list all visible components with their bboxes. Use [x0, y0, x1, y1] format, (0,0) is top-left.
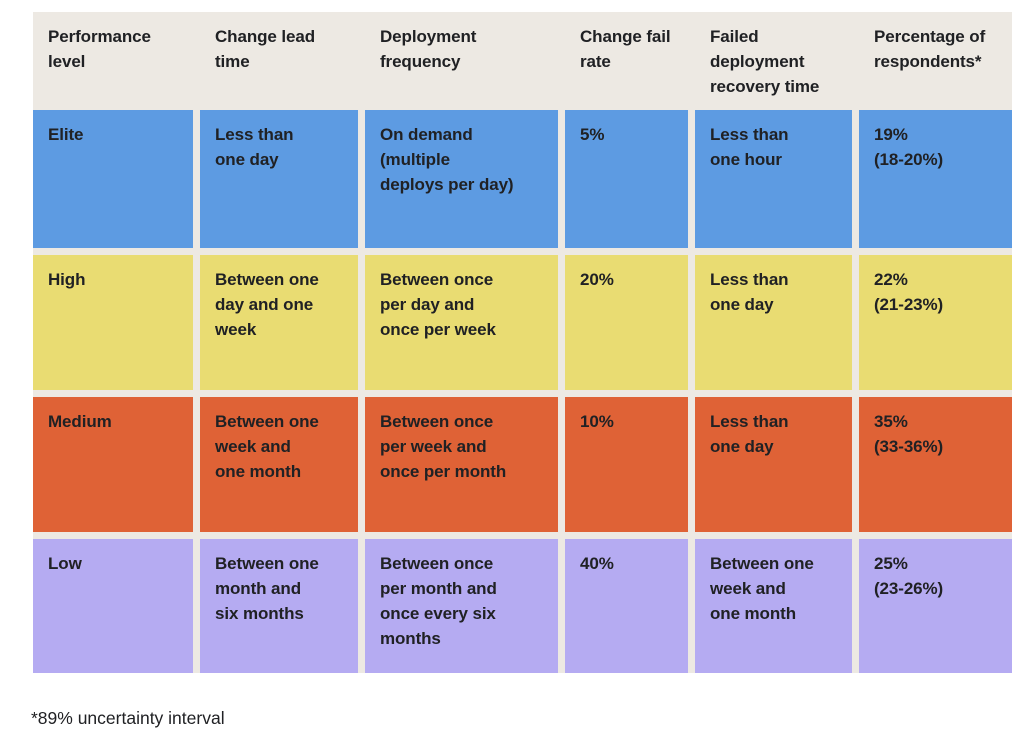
cell-change-lead-time: Less than one day: [200, 110, 358, 248]
cell-change-fail-rate: 40%: [565, 539, 688, 673]
cell-failed-deployment-recovery-time: Less than one day: [695, 397, 852, 532]
cell-percentage-of-respondents: 35% (33-36%): [859, 397, 1012, 532]
cell-failed-deployment-recovery-time: Less than one day: [695, 255, 852, 390]
cell-change-fail-rate: 20%: [565, 255, 688, 390]
column-header-failed-deployment-recovery-time: Failed deployment recovery time: [710, 27, 820, 96]
cell-deployment-frequency: Between once per week and once per month: [365, 397, 558, 532]
cell-failed-deployment-recovery-time: Between one week and one month: [695, 539, 852, 673]
cell-change-lead-time: Between one week and one month: [200, 397, 358, 532]
cell-change-lead-time: Between one day and one week: [200, 255, 358, 390]
cell-performance-level: Elite: [33, 110, 193, 248]
uncertainty-interval-footnote: *89% uncertainty interval: [31, 708, 225, 728]
cell-change-fail-rate: 10%: [565, 397, 688, 532]
column-header-change-lead-time: Change lead time: [215, 27, 315, 71]
cell-change-lead-time: Between one month and six months: [200, 539, 358, 673]
cell-percentage-of-respondents: 19% (18-20%): [859, 110, 1012, 248]
cell-percentage-of-respondents: 25% (23-26%): [859, 539, 1012, 673]
column-header-deployment-frequency: Deployment frequency: [380, 27, 477, 71]
column-header-percentage-of-respondents: Percentage of respondents*: [874, 27, 986, 71]
cell-deployment-frequency: On demand (multiple deploys per day): [365, 110, 558, 248]
column-header-change-fail-rate: Change fail rate: [580, 27, 671, 71]
cell-deployment-frequency: Between once per day and once per week: [365, 255, 558, 390]
cell-percentage-of-respondents: 22% (21-23%): [859, 255, 1012, 390]
cell-change-fail-rate: 5%: [565, 110, 688, 248]
cell-deployment-frequency: Between once per month and once every si…: [365, 539, 558, 673]
performance-levels-table: Performance level Change lead time Deplo…: [33, 12, 1012, 673]
dora-performance-levels-figure: Performance level Change lead time Deplo…: [31, 12, 1012, 729]
cell-performance-level: Medium: [33, 397, 193, 532]
column-header-performance-level: Performance level: [48, 27, 151, 71]
cell-performance-level: High: [33, 255, 193, 390]
cell-performance-level: Low: [33, 539, 193, 673]
cell-failed-deployment-recovery-time: Less than one hour: [695, 110, 852, 248]
